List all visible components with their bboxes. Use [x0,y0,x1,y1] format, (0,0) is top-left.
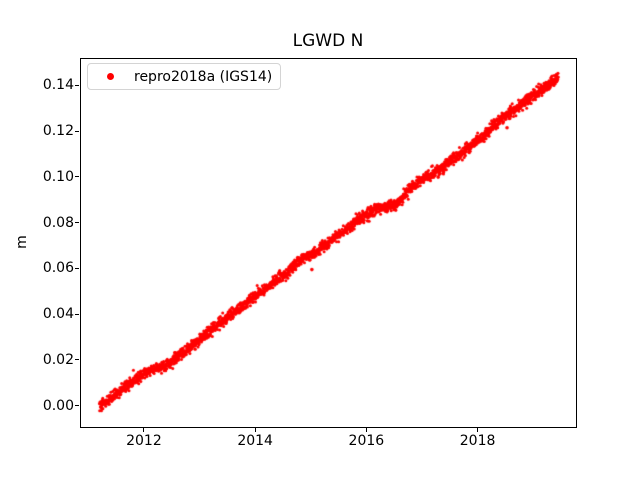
y-tick-label: 0.06 [42,260,74,277]
y-tick-label: 0.04 [42,306,74,323]
y-tick-label: 0.10 [42,168,74,185]
y-tick-label: 0.02 [42,351,74,368]
x-tick-mark [477,428,479,432]
y-tick-mark [75,267,79,269]
x-tick-label: 2018 [459,433,496,449]
y-tick-label: 0.08 [42,214,74,231]
plot-area [80,58,577,428]
x-tick-label: 2016 [348,433,385,449]
y-tick-mark [75,84,79,86]
y-tick-mark [75,176,79,178]
legend-series-label: repro2018a (IGS14) [134,68,273,85]
x-tick-mark [143,428,145,432]
y-tick-mark [75,130,79,132]
y-tick-label: 0.12 [42,123,74,140]
legend-dot-marker-icon [107,73,114,80]
y-tick-label: 0.00 [42,397,74,414]
y-tick-mark [75,405,79,407]
y-tick-mark [75,313,79,315]
x-tick-label: 2012 [126,433,162,449]
x-tick-mark [254,428,256,432]
legend: repro2018a (IGS14) [87,63,281,90]
x-tick-mark [365,428,367,432]
y-tick-mark [75,359,79,361]
y-tick-mark [75,222,79,224]
y-tick-label: 0.14 [42,77,74,94]
x-tick-label: 2014 [237,433,273,449]
